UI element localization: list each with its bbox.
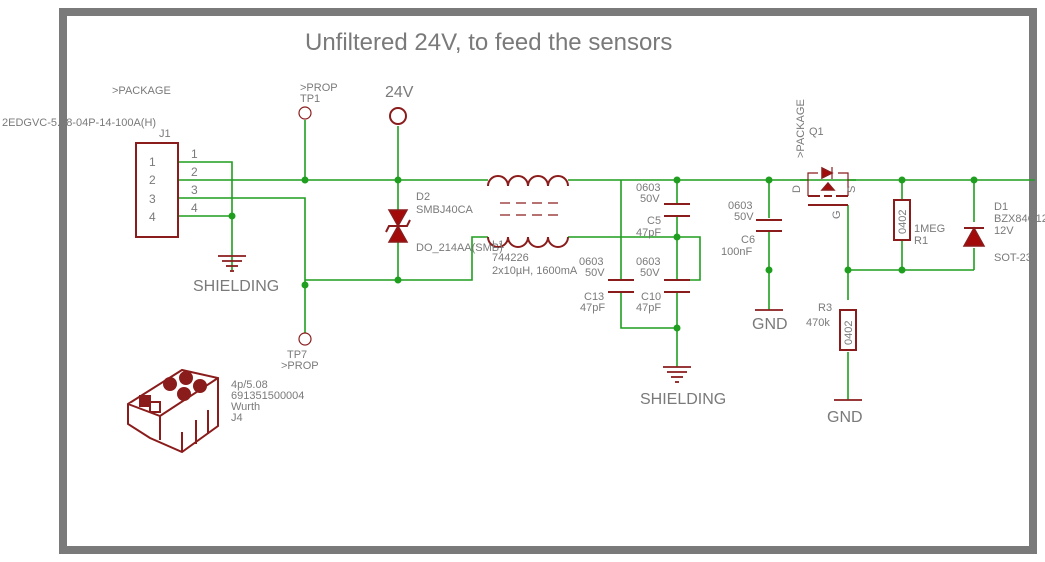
- supply-24v: 24V: [385, 84, 414, 125]
- c10-size: 0603: [636, 256, 660, 268]
- j1-name: J1: [159, 128, 171, 140]
- c6-voltage: 50V: [734, 211, 754, 223]
- c6-size: 0603: [728, 200, 752, 212]
- connector-j1: >PACKAGE 2EDGVC-5.08-04P-14-100A(H) J1 1…: [2, 85, 198, 238]
- r1-value: 1MEG: [914, 223, 945, 235]
- d2-name: D2: [416, 191, 430, 203]
- terminal-block-icon: [127, 368, 219, 454]
- capacitor-c6: 0603 50V C6 100nF: [721, 200, 782, 258]
- c13-size: 0603: [579, 256, 603, 268]
- capacitor-c10: 0603 50V C10 47pF: [636, 256, 690, 314]
- j1-prop: >PACKAGE: [112, 85, 171, 97]
- c5-name: C5: [647, 215, 661, 227]
- sheet-frame: [59, 8, 1037, 554]
- d2-part: SMBJ40CA: [416, 204, 474, 216]
- q1-pin-g: G: [831, 210, 843, 219]
- shielding-ground-left: SHIELDING: [193, 255, 279, 295]
- resistor-r3: 0402 R3 470k: [806, 302, 857, 351]
- j1-pin-label-2: 2: [191, 165, 198, 179]
- l1-name: L1: [492, 239, 504, 251]
- q1-name: Q1: [809, 126, 824, 138]
- gnd2-label: GND: [827, 409, 863, 426]
- q1-pin-s: S: [846, 186, 858, 193]
- d1-part: BZX84C12: [994, 213, 1045, 225]
- choke-l1: L1 744226 2x10µH, 1600mA: [487, 175, 578, 277]
- r1-package: 0402: [897, 210, 909, 234]
- j4-name: J4: [231, 412, 243, 424]
- j1-pin-4: 4: [149, 210, 156, 224]
- r3-name: R3: [818, 302, 832, 314]
- j1-pin-1: 1: [149, 155, 156, 169]
- tp1-prop: >PROP: [300, 82, 338, 94]
- c5-voltage: 50V: [640, 193, 660, 205]
- shielding-ground-mid: SHIELDING: [640, 366, 726, 408]
- d1-package: SOT-23: [994, 252, 1032, 264]
- ground-gnd1: GND: [752, 309, 788, 333]
- c10-value: 47pF: [636, 302, 661, 314]
- d1-voltage: 12V: [994, 225, 1014, 237]
- l1-part: 744226: [492, 252, 529, 264]
- j4-part: 691351500004: [231, 390, 304, 402]
- l1-value: 2x10µH, 1600mA: [492, 265, 578, 277]
- capacitor-c13: 0603 50V C13 47pF: [579, 256, 634, 314]
- test-point-tp1: >PROP TP1: [298, 82, 338, 120]
- terminal-block-j4: 4p/5.08 691351500004 Wurth J4: [127, 368, 304, 454]
- supply-24v-label: 24V: [385, 84, 414, 101]
- j1-pin-label-1: 1: [191, 147, 198, 161]
- c13-name: C13: [584, 291, 604, 303]
- j1-package: 2EDGVC-5.08-04P-14-100A(H): [2, 117, 156, 129]
- c10-name: C10: [641, 291, 661, 303]
- j1-pin-label-4: 4: [191, 201, 198, 215]
- c5-size: 0603: [636, 182, 660, 194]
- test-point-tp7: TP7 >PROP: [281, 332, 319, 372]
- c13-voltage: 50V: [585, 267, 605, 279]
- j1-pin-2: 2: [149, 173, 156, 187]
- j4-maker: Wurth: [231, 401, 260, 413]
- shielding-label-left: SHIELDING: [193, 278, 279, 295]
- shielding-label-mid: SHIELDING: [640, 391, 726, 408]
- capacitor-c5: 0603 50V C5 47pF: [636, 182, 690, 239]
- j4-spec: 4p/5.08: [231, 379, 268, 391]
- q1-prop: >PACKAGE: [795, 99, 807, 158]
- tp1-name: TP1: [300, 93, 320, 105]
- j1-pin-3: 3: [149, 192, 156, 206]
- c13-value: 47pF: [580, 302, 605, 314]
- c6-name: C6: [741, 234, 755, 246]
- r3-value: 470k: [806, 317, 830, 329]
- mosfet-q1: >PACKAGE Q1 D S G: [791, 99, 858, 219]
- j1-pin-label-3: 3: [191, 183, 198, 197]
- sheet-title: Unfiltered 24V, to feed the sensors: [305, 29, 672, 56]
- ground-gnd2: GND: [827, 399, 863, 426]
- gnd1-label: GND: [752, 316, 788, 333]
- junction-dots: [228, 176, 978, 332]
- r3-package: 0402: [843, 321, 855, 345]
- d2-package: DO_214AA(SMB): [416, 242, 503, 254]
- resistor-r1: 0402 1MEG R1: [893, 199, 945, 247]
- d1-name: D1: [994, 201, 1008, 213]
- r1-name: R1: [914, 235, 928, 247]
- c5-value: 47pF: [636, 227, 661, 239]
- tvs-diode-d2: D2 SMBJ40CA DO_214AA(SMB): [385, 191, 503, 254]
- c10-voltage: 50V: [640, 267, 660, 279]
- tp7-prop: >PROP: [281, 360, 319, 372]
- c6-value: 100nF: [721, 246, 752, 258]
- zener-diode-d1: D1 BZX84C12 12V SOT-23: [962, 201, 1045, 264]
- tp7-name: TP7: [287, 349, 307, 361]
- q1-pin-d: D: [791, 185, 803, 193]
